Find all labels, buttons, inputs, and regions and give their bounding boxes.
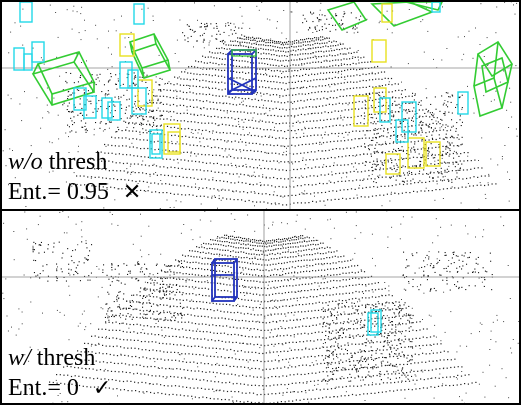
- entropy-label: Ent.= 0 ✓: [8, 375, 112, 401]
- detection-boxes: [13, 2, 514, 175]
- green-box: [128, 33, 172, 79]
- green-box: [326, 2, 443, 31]
- green-box: [473, 40, 514, 118]
- blue-box: [211, 258, 238, 302]
- method-label: w/o thresh: [8, 149, 108, 175]
- checkmark-icon: ✓: [92, 376, 112, 401]
- panel-without-threshold: w/o thresh Ent.= 0.95 ✕: [0, 0, 521, 211]
- point-cloud-bottom: [2, 211, 519, 403]
- method-label: w/ thresh: [8, 345, 96, 371]
- cyan-box: [367, 309, 382, 336]
- green-box: [231, 49, 257, 57]
- panel-with-threshold: w/ thresh Ent.= 0 ✓: [0, 209, 521, 405]
- lidar-points: [2, 2, 518, 209]
- yellow-box: [119, 3, 441, 175]
- point-cloud-top: [2, 2, 519, 209]
- entropy-label: Ent.= 0.95 ✕: [8, 179, 142, 205]
- green-box: [31, 51, 96, 106]
- cyan-box: [13, 2, 469, 159]
- cross-icon: ✕: [122, 180, 142, 205]
